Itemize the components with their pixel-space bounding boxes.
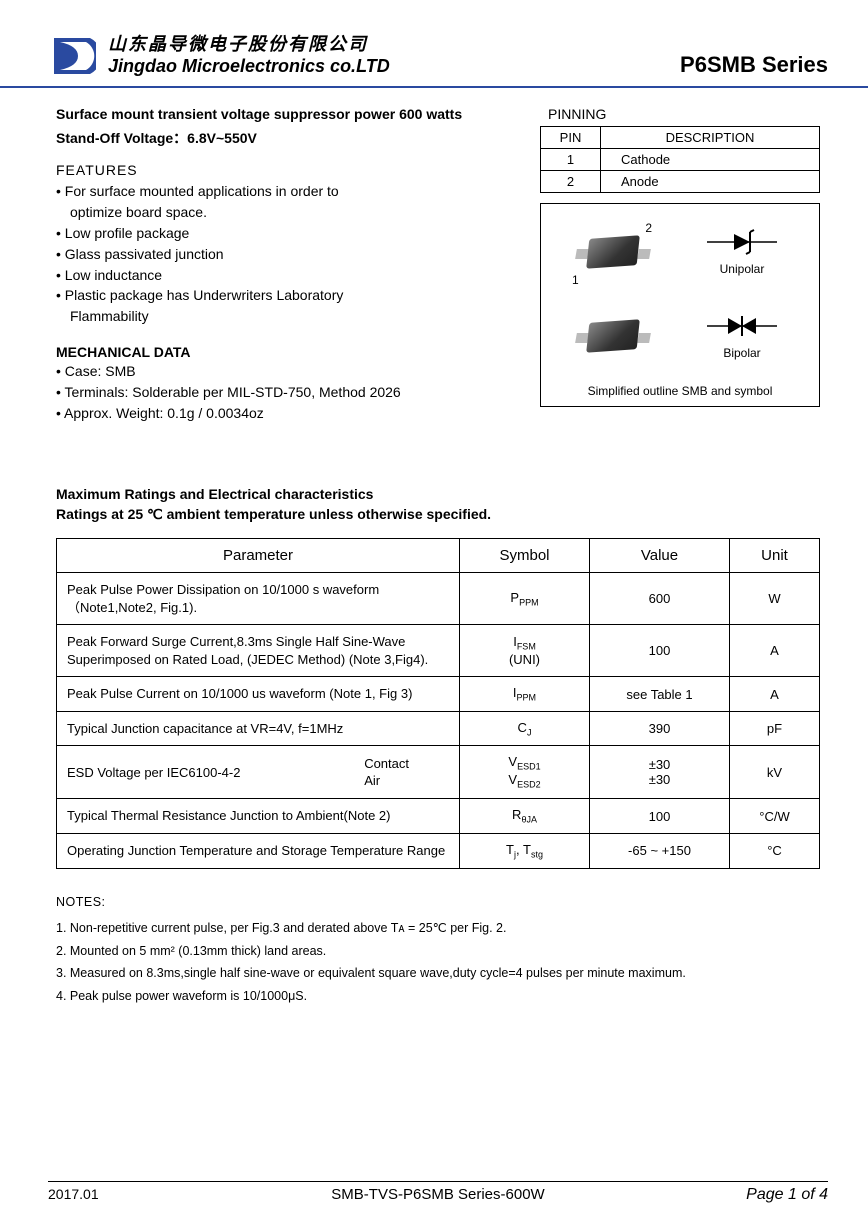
company-name-en: Jingdao Microelectronics co.LTD (108, 56, 390, 78)
doc-subtitle: Stand-Off Voltage：6.8V~550V (56, 128, 516, 148)
param-cell: Operating Junction Temperature and Stora… (57, 834, 460, 869)
pin-header-desc: DESCRIPTION (601, 127, 820, 149)
unit-cell: A (730, 625, 820, 677)
list-item: Case: SMB (56, 362, 516, 381)
footer-page: Page 1 of 4 (746, 1186, 828, 1204)
param-cell: Peak Pulse Power Dissipation on 10/1000 … (57, 573, 460, 625)
list-item: Terminals: Solderable per MIL-STD-750, M… (56, 383, 516, 402)
table-row: ESD Voltage per IEC6100-4-2Contact AirVE… (57, 746, 820, 799)
note-item: 3. Measured on 8.3ms,single half sine-wa… (56, 962, 820, 985)
list-item: Approx. Weight: 0.1g / 0.0034oz (56, 404, 516, 423)
notes-section: NOTES: 1. Non-repetitive current pulse, … (56, 891, 820, 1008)
diagram-caption: Simplified outline SMB and symbol (551, 384, 809, 398)
symbol-cell: VESD1VESD2 (460, 746, 590, 799)
page-footer: 2017.01 SMB-TVS-P6SMB Series-600W Page 1… (48, 1181, 828, 1204)
symbol-cell: RθJA (460, 799, 590, 834)
param-cell: Peak Pulse Current on 10/1000 us wavefor… (57, 677, 460, 712)
bipolar-label: Bipolar (702, 346, 782, 360)
value-cell: -65 ~ +150 (590, 834, 730, 869)
symbol-cell: CJ (460, 711, 590, 746)
table-row: 1 Cathode (541, 149, 820, 171)
unit-cell: °C/W (730, 799, 820, 834)
list-item: Glass passivated junction (56, 245, 516, 264)
logo-block: 山东晶导微电子股份有限公司 Jingdao Microelectronics c… (48, 32, 390, 80)
smb-package-icon (578, 313, 648, 357)
ratings-header-symbol: Symbol (460, 539, 590, 573)
note-item: 1. Non-repetitive current pulse, per Fig… (56, 917, 820, 940)
ratings-header-value: Value (590, 539, 730, 573)
symbol-cell: IPPM (460, 677, 590, 712)
ratings-heading: Maximum Ratings and Electrical character… (56, 485, 820, 524)
param-cell: ESD Voltage per IEC6100-4-2Contact Air (57, 746, 460, 799)
list-item: Plastic package has Underwriters Laborat… (56, 286, 516, 305)
bipolar-symbol-icon (702, 311, 782, 341)
table-row: Peak Pulse Current on 10/1000 us wavefor… (57, 677, 820, 712)
symbol-cell: Tj, Tstg (460, 834, 590, 869)
value-cell: ±30 ±30 (590, 746, 730, 799)
series-title: P6SMB Series (680, 52, 828, 80)
table-row: Typical Junction capacitance at VR=4V, f… (57, 711, 820, 746)
notes-heading: NOTES: (56, 891, 820, 914)
list-item: Flammability (56, 307, 516, 326)
footer-date: 2017.01 (48, 1186, 99, 1202)
value-cell: 100 (590, 799, 730, 834)
smb-package-icon: 1 2 (578, 229, 648, 273)
pinning-table: PIN DESCRIPTION 1 Cathode 2 Anode (540, 126, 820, 193)
value-cell: 600 (590, 573, 730, 625)
company-name-cn: 山东晶导微电子股份有限公司 (108, 34, 390, 56)
mechanical-heading: MECHANICAL DATA (56, 344, 516, 360)
unipolar-label: Unipolar (702, 262, 782, 276)
list-item: Low inductance (56, 266, 516, 285)
ratings-header-param: Parameter (57, 539, 460, 573)
symbol-cell: PPPM (460, 573, 590, 625)
unit-cell: W (730, 573, 820, 625)
param-cell: Typical Junction capacitance at VR=4V, f… (57, 711, 460, 746)
pin-header-pin: PIN (541, 127, 601, 149)
unit-cell: °C (730, 834, 820, 869)
doc-title: Surface mount transient voltage suppress… (56, 106, 516, 122)
footer-doc: SMB-TVS-P6SMB Series-600W (331, 1186, 544, 1203)
list-item: Low profile package (56, 224, 516, 243)
ratings-header-unit: Unit (730, 539, 820, 573)
param-cell: Peak Forward Surge Current,8.3ms Single … (57, 625, 460, 677)
unit-cell: kV (730, 746, 820, 799)
features-heading: FEATURES (56, 162, 516, 178)
symbol-cell: IFSM(UNI) (460, 625, 590, 677)
unipolar-symbol-icon (702, 227, 782, 257)
list-item: optimize board space. (56, 203, 516, 222)
unit-cell: A (730, 677, 820, 712)
ratings-table: Parameter Symbol Value Unit Peak Pulse P… (56, 538, 820, 869)
logo-icon (48, 32, 96, 80)
value-cell: see Table 1 (590, 677, 730, 712)
table-row: Peak Pulse Power Dissipation on 10/1000 … (57, 573, 820, 625)
page-header: 山东晶导微电子股份有限公司 Jingdao Microelectronics c… (0, 0, 868, 88)
param-cell: Typical Thermal Resistance Junction to A… (57, 799, 460, 834)
value-cell: 390 (590, 711, 730, 746)
features-list: For surface mounted applications in orde… (56, 182, 516, 326)
mechanical-list: Case: SMB Terminals: Solderable per MIL-S… (56, 362, 516, 423)
value-cell: 100 (590, 625, 730, 677)
table-row: Peak Forward Surge Current,8.3ms Single … (57, 625, 820, 677)
outline-diagram: 1 2 Unipolar (540, 203, 820, 407)
unit-cell: pF (730, 711, 820, 746)
table-row: Typical Thermal Resistance Junction to A… (57, 799, 820, 834)
note-item: 2. Mounted on 5 mm² (0.13mm thick) land … (56, 940, 820, 963)
table-row: 2 Anode (541, 171, 820, 193)
table-row: Operating Junction Temperature and Stora… (57, 834, 820, 869)
pinning-caption: PINNING (548, 106, 820, 122)
list-item: For surface mounted applications in orde… (56, 182, 516, 201)
note-item: 4. Peak pulse power waveform is 10/1000μ… (56, 985, 820, 1008)
